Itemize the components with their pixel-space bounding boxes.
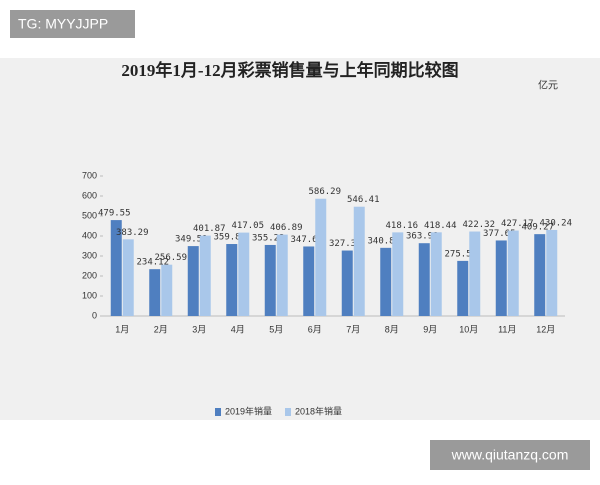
x-tick-label: 8月: [385, 324, 399, 334]
watermark: TG: MYYJJPP: [18, 16, 108, 32]
y-tick-label: 700: [82, 170, 97, 180]
data-label: 383.29: [116, 228, 149, 238]
data-label: 359.88: [213, 233, 246, 243]
bar: [264, 244, 276, 316]
data-label: 363.99: [406, 232, 439, 242]
bar: [507, 230, 519, 316]
chart-title: 2019年1月-12月彩票销售量与上年同期比较图: [121, 60, 458, 80]
watermark-box: [10, 10, 135, 38]
data-label: 422.32: [462, 220, 495, 230]
bar: [495, 240, 507, 316]
bar: [546, 229, 558, 316]
y-tick-label: 0: [92, 310, 97, 320]
bar: [238, 232, 250, 316]
bar: [418, 243, 430, 316]
watermark: www.qiutanzq.com: [451, 447, 569, 463]
x-tick-label: 9月: [423, 324, 437, 334]
y-tick-label: 100: [82, 290, 97, 300]
x-tick-label: 12月: [536, 324, 555, 334]
bar: [110, 220, 122, 316]
bar: [353, 206, 365, 316]
y-tick-label: 400: [82, 230, 97, 240]
data-label: 427.17: [501, 219, 534, 229]
bar: [276, 234, 288, 316]
data-label: 340.81: [367, 236, 400, 246]
data-label: 546.41: [347, 195, 380, 205]
legend-swatch: [215, 408, 221, 416]
legend-label: 2019年销量: [225, 405, 272, 416]
data-label: 256.59: [154, 253, 187, 263]
data-label: 401.87: [193, 224, 226, 234]
y-tick-label: 300: [82, 250, 97, 260]
data-label: 430.24: [539, 218, 572, 228]
bar: [122, 239, 134, 316]
x-tick-label: 5月: [269, 324, 283, 334]
x-tick-label: 11月: [498, 324, 516, 334]
data-label: 479.55: [98, 209, 131, 219]
bar: [315, 198, 327, 316]
y-tick-label: 500: [82, 210, 97, 220]
data-label: 418.44: [424, 221, 457, 231]
y-tick-label: 200: [82, 270, 97, 280]
x-tick-label: 7月: [346, 324, 360, 334]
x-tick-label: 10月: [459, 324, 478, 334]
x-tick-label: 3月: [192, 324, 206, 334]
data-label: 418.16: [385, 221, 418, 231]
x-tick-label: 2月: [154, 324, 168, 334]
y-tick-label: 600: [82, 190, 97, 200]
data-label: 327.34: [329, 239, 362, 249]
data-label: 417.05: [231, 221, 264, 231]
x-tick-label: 1月: [115, 324, 129, 334]
x-tick-label: 6月: [308, 324, 322, 334]
watermark-box: [430, 440, 590, 470]
data-label: 409.27: [521, 223, 554, 233]
legend-label: 2018年销量: [295, 405, 342, 416]
data-label: 349.51: [175, 235, 208, 245]
data-label: 355.23: [252, 233, 285, 243]
bar: [161, 264, 173, 316]
data-label: 275.51: [444, 249, 477, 259]
bar: [380, 247, 392, 316]
bar: [392, 232, 404, 316]
bar: [149, 269, 161, 316]
bar: [226, 244, 238, 316]
bar: [457, 260, 469, 316]
data-label: 586.29: [308, 187, 341, 197]
data-label: 406.89: [270, 223, 303, 233]
bar: [430, 232, 442, 316]
unit-label: 亿元: [538, 79, 558, 92]
bar: [303, 246, 315, 316]
bar: [199, 235, 211, 316]
data-label: 347.67: [290, 235, 323, 245]
data-label: 234.12: [136, 258, 169, 268]
bar: [469, 231, 481, 316]
bar: [534, 234, 546, 316]
legend-swatch: [285, 408, 291, 416]
bar: [187, 246, 199, 316]
data-label: 377.65: [483, 229, 516, 239]
chart-background: [0, 58, 600, 420]
x-tick-label: 4月: [231, 324, 245, 334]
bar: [341, 250, 353, 316]
